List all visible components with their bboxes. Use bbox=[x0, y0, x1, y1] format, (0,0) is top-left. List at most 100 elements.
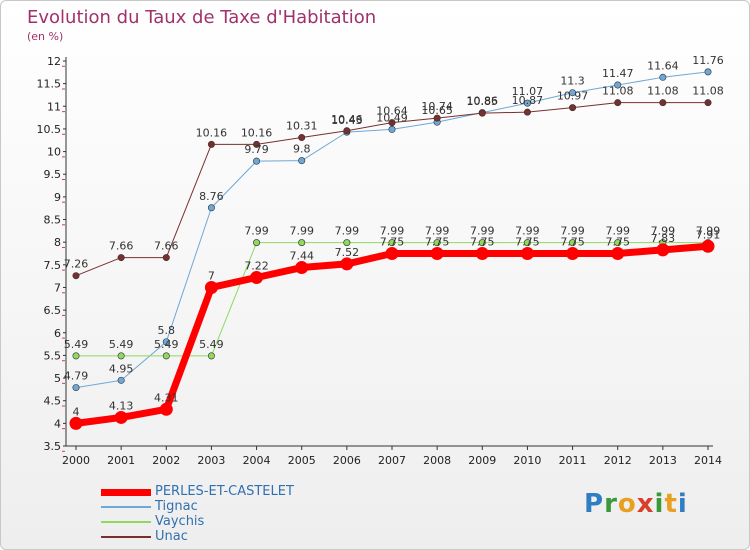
series-point-0 bbox=[385, 247, 399, 260]
series-point-2 bbox=[388, 239, 396, 247]
series-point-2 bbox=[523, 239, 531, 247]
data-label-2: 7.99 bbox=[651, 225, 676, 238]
x-tick-label: 2010 bbox=[513, 454, 541, 467]
x-tick-label: 2013 bbox=[649, 454, 677, 467]
logo-letter: o bbox=[617, 489, 637, 519]
data-label-1: 5.8 bbox=[158, 324, 176, 337]
data-label-2: 7.99 bbox=[515, 225, 540, 238]
series-point-1 bbox=[253, 157, 261, 165]
data-label-0: 7.75 bbox=[380, 236, 405, 249]
y-tick-label: 7 bbox=[54, 281, 61, 294]
series-point-1 bbox=[569, 89, 577, 97]
series-point-0 bbox=[701, 239, 715, 253]
series-point-3 bbox=[207, 140, 215, 148]
y-tick-label: 9 bbox=[54, 191, 61, 204]
chart-title: Evolution du Taux de Taxe d'Habitation bbox=[27, 7, 377, 28]
x-tick-label: 2008 bbox=[423, 454, 451, 467]
logo-letter: t bbox=[664, 489, 678, 519]
series-point-3 bbox=[253, 140, 261, 148]
data-label-3: 11.08 bbox=[692, 85, 724, 98]
series-point-2 bbox=[162, 352, 170, 360]
data-label-1: 11.3 bbox=[560, 75, 585, 88]
x-tick-label: 2009 bbox=[468, 454, 496, 467]
legend-label-unac: Unac bbox=[155, 529, 188, 544]
data-label-0: 7.52 bbox=[335, 246, 360, 259]
data-label-1: 10.65 bbox=[421, 104, 453, 117]
data-label-1: 8.76 bbox=[199, 190, 224, 203]
series-point-3 bbox=[433, 114, 441, 122]
data-label-1: 11.64 bbox=[647, 59, 679, 72]
proxiti-logo: Proxiti bbox=[584, 489, 688, 519]
data-label-2: 7.99 bbox=[289, 225, 314, 238]
y-tick-label: 9.5 bbox=[44, 168, 62, 181]
data-label-2: 5.49 bbox=[109, 338, 134, 351]
data-label-3: 10.74 bbox=[421, 100, 453, 113]
series-point-0 bbox=[475, 247, 489, 260]
data-label-3: 7.26 bbox=[64, 258, 89, 271]
series-point-0 bbox=[295, 261, 309, 275]
series-point-3 bbox=[117, 254, 125, 262]
y-tick-label: 4.5 bbox=[44, 395, 62, 408]
legend-label-tignac: Tignac bbox=[155, 499, 198, 514]
series-point-3 bbox=[704, 99, 712, 107]
data-label-1: 4.95 bbox=[109, 362, 134, 375]
series-point-3 bbox=[659, 99, 667, 107]
data-label-2: 7.99 bbox=[244, 225, 269, 238]
series-point-3 bbox=[523, 108, 531, 116]
data-label-3: 10.64 bbox=[376, 105, 408, 118]
data-label-2: 7.99 bbox=[605, 225, 630, 238]
x-tick-label: 2003 bbox=[197, 454, 225, 467]
y-tick-label: 8.5 bbox=[44, 214, 62, 227]
y-tick-label: 8 bbox=[54, 236, 61, 249]
x-tick-label: 2012 bbox=[604, 454, 632, 467]
data-label-3: 7.66 bbox=[109, 240, 134, 253]
y-tick-label: 5 bbox=[54, 372, 61, 385]
series-point-3 bbox=[388, 119, 396, 127]
series-point-3 bbox=[343, 127, 351, 135]
series-point-3 bbox=[569, 104, 577, 112]
data-label-1: 10.86 bbox=[467, 95, 499, 108]
legend-swatch-vaychis bbox=[101, 521, 151, 523]
data-label-0: 7.22 bbox=[244, 260, 269, 273]
x-tick-label: 2007 bbox=[378, 454, 406, 467]
data-label-3: 10.97 bbox=[557, 90, 589, 103]
data-label-3: 10.85 bbox=[467, 95, 499, 108]
data-label-0: 7.75 bbox=[425, 236, 450, 249]
y-tick-label: 5.5 bbox=[44, 349, 62, 362]
data-label-2: 5.49 bbox=[64, 338, 89, 351]
series-point-0 bbox=[340, 257, 354, 271]
series-point-1 bbox=[72, 384, 80, 392]
series-point-0 bbox=[566, 247, 580, 260]
y-tick-label: 11.5 bbox=[37, 78, 62, 91]
x-tick-label: 2011 bbox=[559, 454, 587, 467]
series-point-0 bbox=[430, 247, 444, 260]
series-point-2 bbox=[614, 239, 622, 247]
series-point-1 bbox=[388, 125, 396, 133]
data-label-1: 9.8 bbox=[293, 143, 311, 156]
series-point-1 bbox=[298, 157, 306, 165]
data-label-2: 7.99 bbox=[335, 225, 360, 238]
logo-letter: r bbox=[604, 489, 618, 519]
data-label-0: 4.13 bbox=[109, 399, 134, 412]
data-label-1: 4.79 bbox=[64, 370, 89, 383]
data-label-1: 11.47 bbox=[602, 67, 634, 80]
series-point-2 bbox=[569, 239, 577, 247]
logo-letter: i bbox=[677, 489, 688, 519]
y-tick-label: 7.5 bbox=[44, 259, 62, 272]
legend-item-perles: PERLES-ET-CASTELET bbox=[101, 484, 361, 500]
series-point-2 bbox=[117, 352, 125, 360]
legend-label-vaychis: Vaychis bbox=[155, 514, 205, 529]
data-label-2: 7.99 bbox=[696, 225, 721, 238]
legend-label-perles: PERLES-ET-CASTELET bbox=[155, 484, 294, 499]
data-label-1: 11.76 bbox=[692, 54, 724, 67]
series-point-1 bbox=[523, 99, 531, 107]
legend-swatch-tignac bbox=[101, 506, 151, 508]
y-tick-label: 12 bbox=[47, 55, 61, 68]
x-tick-label: 2005 bbox=[288, 454, 316, 467]
data-label-2: 7.99 bbox=[425, 225, 450, 238]
x-tick-label: 2006 bbox=[333, 454, 361, 467]
series-point-0 bbox=[656, 243, 670, 257]
series-point-0 bbox=[611, 247, 625, 260]
series-point-0 bbox=[250, 271, 264, 285]
